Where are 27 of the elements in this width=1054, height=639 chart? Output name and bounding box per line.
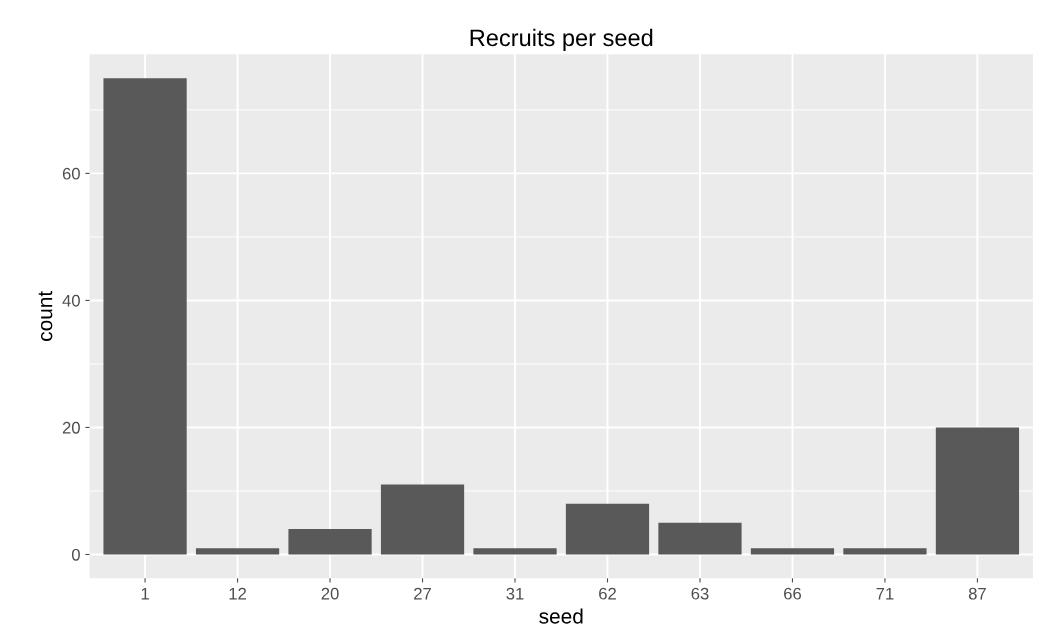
bar [843, 548, 927, 555]
bar [103, 78, 187, 555]
bar [195, 548, 280, 555]
x-axis-title: seed [539, 608, 583, 624]
x-tick-label: 71 [876, 587, 894, 600]
y-tick-label: 40 [62, 294, 80, 307]
y-tick-label: 0 [71, 548, 80, 561]
chart-title: Recruits per seed [470, 28, 653, 51]
y-tick-label: 20 [62, 421, 80, 434]
bar [658, 522, 742, 555]
bar [380, 484, 465, 555]
x-tick-label: 31 [506, 587, 524, 600]
bar [288, 529, 372, 555]
bar [750, 548, 835, 555]
bar [565, 503, 650, 555]
x-tick-label: 20 [321, 587, 339, 600]
x-tick-label: 62 [599, 587, 616, 600]
x-tick-label: 63 [691, 587, 709, 600]
y-axis-title: count [38, 290, 53, 341]
y-tick-label: 60 [62, 167, 80, 180]
x-tick-label: 1 [141, 587, 149, 600]
x-tick-label: 66 [784, 587, 801, 600]
bar [935, 427, 1020, 555]
x-tick-label: 87 [968, 587, 986, 600]
x-tick-label: 27 [414, 587, 431, 600]
bar [473, 548, 557, 555]
x-tick-label: 12 [229, 587, 246, 600]
